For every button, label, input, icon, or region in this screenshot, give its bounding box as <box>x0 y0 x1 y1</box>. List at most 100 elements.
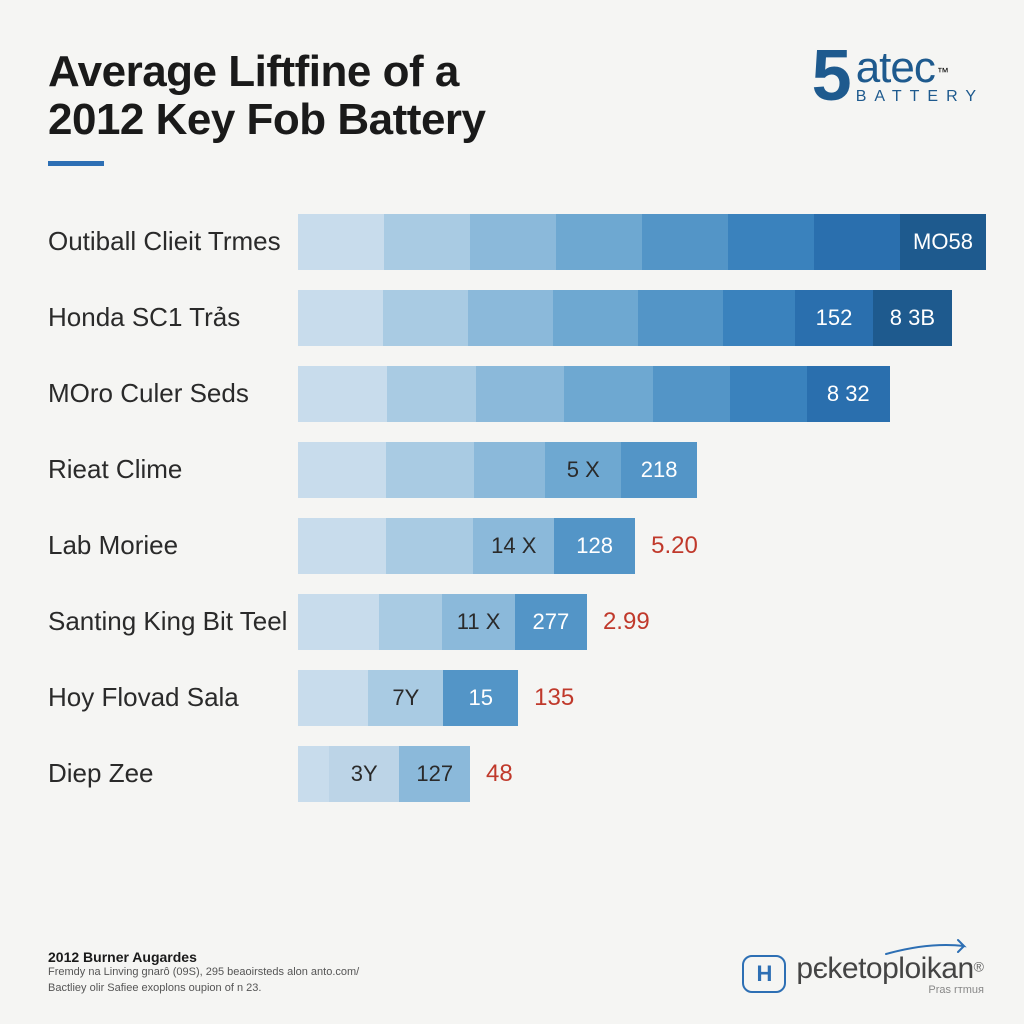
bar: 8 32 <box>298 366 890 422</box>
footnote-title: 2012 Burner Augardes <box>48 949 359 965</box>
logo-tm: ™ <box>937 65 949 79</box>
chart-row: Diep Zee3Y12748 <box>48 746 984 802</box>
bar: 11 X277 <box>298 594 587 650</box>
outside-value: 48 <box>486 760 513 788</box>
footer-brand-stack: pєketoploikan® Pras rтmuя <box>796 952 984 996</box>
bar-area: MO58 <box>298 214 986 270</box>
bar-area: 7Y15 135 <box>298 670 984 726</box>
bar-segment <box>298 746 329 802</box>
outside-value: 5.20 <box>651 532 698 560</box>
bar-segment: 128 <box>554 518 635 574</box>
row-label: Santing King Bit Teel <box>48 606 298 637</box>
bar-segment <box>298 442 386 498</box>
row-label: MOro Culer Seds <box>48 378 298 409</box>
bar-segment: 8 32 <box>807 366 890 422</box>
bar-segment <box>298 670 368 726</box>
bar-segment <box>298 366 387 422</box>
row-label: Rieat Clime <box>48 454 298 485</box>
logo-word-row: atec™ <box>856 48 984 88</box>
bar-area: 14 X128 5.20 <box>298 518 984 574</box>
reg-mark: ® <box>974 959 984 975</box>
footnote: 2012 Burner Augardes Fremdy na Linving g… <box>48 949 359 996</box>
bar-segment <box>298 594 379 650</box>
bar-area: 1528 3B <box>298 290 984 346</box>
page-title: Average Liftfine of a 2012 Key Fob Batte… <box>48 48 812 145</box>
bar-area: 11 X277 2.99 <box>298 594 984 650</box>
bar-segment: 8 3B <box>873 290 951 346</box>
bar-segment <box>814 214 900 270</box>
logo-number: 5 <box>812 48 852 106</box>
bar: 5 X218 <box>298 442 697 498</box>
chart-row: Honda SC1 Trảs1528 3B <box>48 290 984 346</box>
h-badge-icon: H <box>742 955 786 993</box>
outside-value: 2.99 <box>603 608 650 636</box>
bar-segment <box>384 214 470 270</box>
brand-logo-top: 5 atec™ BATTERY <box>812 48 984 106</box>
footer: 2012 Burner Augardes Fremdy na Linving g… <box>48 949 984 996</box>
bar-segment <box>474 442 546 498</box>
bar: 14 X128 <box>298 518 635 574</box>
bar-segment: 218 <box>621 442 697 498</box>
logo-text: atec™ BATTERY <box>856 48 984 106</box>
bar-segment <box>638 290 723 346</box>
bar-chart: Outiball Clieit TrmesMO58Honda SC1 Trảs1… <box>48 214 984 802</box>
chart-row: Hoy Flovad Sala7Y15135 <box>48 670 984 726</box>
bar: 7Y15 <box>298 670 518 726</box>
bar-segment <box>468 290 553 346</box>
title-block: Average Liftfine of a 2012 Key Fob Batte… <box>48 48 812 166</box>
bar-segment <box>653 366 730 422</box>
footnote-line-1: Fremdy na Linving gnarô (09S), 295 beaoi… <box>48 965 359 980</box>
row-label: Diep Zee <box>48 758 298 789</box>
bar-area: 3Y127 48 <box>298 746 984 802</box>
bar-segment <box>383 290 468 346</box>
bar-segment: 5 X <box>545 442 621 498</box>
title-line-1: Average Liftfine of a <box>48 47 459 96</box>
chart-row: Outiball Clieit Trmes MO58 <box>48 214 984 270</box>
bar-area: 5 X218 <box>298 442 984 498</box>
bar: MO58 <box>298 214 986 270</box>
row-label: Honda SC1 Trảs <box>48 302 298 333</box>
bar-segment <box>728 214 814 270</box>
bar-segment <box>556 214 642 270</box>
header: Average Liftfine of a 2012 Key Fob Batte… <box>48 48 984 166</box>
bar-segment: 15 <box>443 670 518 726</box>
bar-segment: 127 <box>399 746 470 802</box>
row-label: Lab Moriee <box>48 530 298 561</box>
bar-area: 8 32 <box>298 366 984 422</box>
bar-segment: 7Y <box>368 670 443 726</box>
bar-segment <box>298 518 386 574</box>
bar-segment: 14 X <box>473 518 554 574</box>
chart-row: Lab Moriee14 X1285.20 <box>48 518 984 574</box>
bar-segment <box>553 290 638 346</box>
bar-segment <box>564 366 653 422</box>
bar-segment <box>470 214 556 270</box>
bar-segment <box>476 366 565 422</box>
chart-row: Rieat Clime5 X218 <box>48 442 984 498</box>
bar-segment: MO58 <box>900 214 986 270</box>
logo-word: atec <box>856 43 935 92</box>
bar-segment <box>730 366 807 422</box>
logo-sub: BATTERY <box>856 88 984 106</box>
row-label: Outiball Clieit Trmes <box>48 226 298 257</box>
bar-segment: 3Y <box>329 746 400 802</box>
bar-segment <box>723 290 795 346</box>
chart-row: MOro Culer Seds 8 32 <box>48 366 984 422</box>
row-label: Hoy Flovad Sala <box>48 682 298 713</box>
title-underline <box>48 161 104 166</box>
footer-logo: H pєketoploikan® Pras rтmuя <box>742 952 984 996</box>
swoosh-icon <box>884 938 974 958</box>
bar-segment <box>386 518 474 574</box>
bar-segment <box>379 594 443 650</box>
footnote-line-2: Bactliey olir Safiee exoplons oupion of … <box>48 981 359 996</box>
bar-segment <box>298 214 384 270</box>
bar-segment <box>298 290 383 346</box>
bar-segment <box>386 442 474 498</box>
chart-row: Santing King Bit Teel11 X2772.99 <box>48 594 984 650</box>
bar-segment: 152 <box>795 290 873 346</box>
bar-segment <box>387 366 476 422</box>
outside-value: 135 <box>534 684 574 712</box>
bar-segment: 277 <box>515 594 587 650</box>
bar-segment: 11 X <box>442 594 514 650</box>
bar: 3Y127 <box>298 746 470 802</box>
title-line-2: 2012 Key Fob Battery <box>48 95 486 144</box>
